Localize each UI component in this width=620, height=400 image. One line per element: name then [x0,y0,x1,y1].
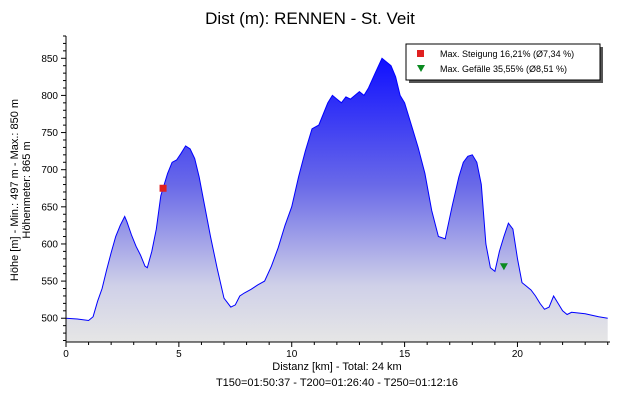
legend-label-max-incline: Max. Steigung 16,21% (Ø7,34 %) [440,49,574,59]
max-decline-marker [499,263,508,271]
y-tick-label: 800 [41,91,58,102]
series-area-fill [66,58,608,343]
x-axis-timing-label: T150=01:50:37 - T200=01:26:40 - T250=01:… [216,377,458,389]
legend-label-max-decline: Max. Gefälle 35,55% (Ø8,51 %) [440,64,567,74]
y-axis-label: Höhe [m] - Min.: 497 m - Max.: 850 m [9,99,21,281]
x-tick-label: 0 [63,349,69,360]
elevation-area [65,57,608,343]
chart-title: Dist (m): RENNEN - St. Veit [205,9,415,28]
y-axis: 500 550 600 650 700 750 800 850 [41,35,66,342]
y-axis-elevation-gain-label: Höhenmeter: 865 m [21,141,33,238]
series-line [65,57,608,322]
x-axis: 0 5 10 15 20 [63,342,609,360]
x-axis-label: Distanz [km] - Total: 24 km [272,361,401,373]
legend-square-icon [417,50,424,57]
legend: Max. Steigung 16,21% (Ø7,34 %) Max. Gefä… [405,43,603,83]
y-tick-label: 550 [41,277,58,288]
y-tick-label: 600 [41,239,58,250]
y-tick-label: 750 [41,128,58,139]
y-tick-label: 850 [41,54,58,65]
x-tick-label: 20 [512,349,524,360]
x-tick-label: 10 [286,349,298,360]
x-tick-label: 15 [399,349,411,360]
y-tick-label: 500 [41,314,58,325]
y-tick-label: 650 [41,202,58,213]
x-tick-label: 5 [176,349,182,360]
extreme-markers [159,184,508,271]
max-incline-marker [159,184,167,192]
legend-triangle-icon [417,65,425,72]
legend-box [405,43,601,81]
y-tick-label: 700 [41,165,58,176]
